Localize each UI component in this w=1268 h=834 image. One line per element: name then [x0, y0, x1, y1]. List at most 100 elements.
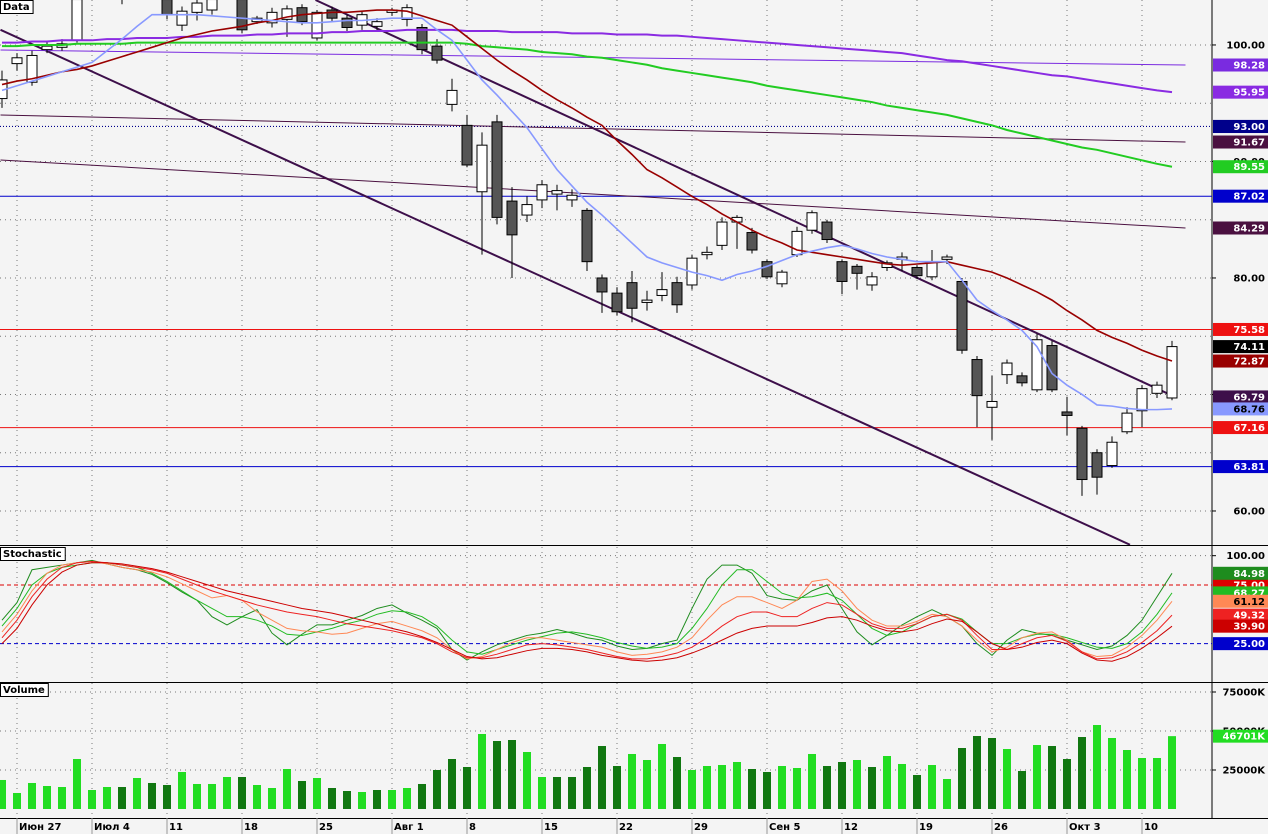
candle-body: [716, 221, 728, 246]
value-label-box: [1213, 135, 1268, 149]
volume-bar: [1108, 738, 1116, 809]
value-label-box: [1213, 189, 1268, 203]
value-label: 91.67: [1233, 138, 1265, 149]
volume-bar: [718, 765, 726, 809]
x-tick-label: 26: [994, 822, 1008, 833]
value-label-box: [1213, 322, 1268, 336]
candle-body: [806, 212, 818, 231]
value-label: 84.29: [1233, 223, 1265, 234]
value-label: 61.12: [1233, 597, 1265, 608]
value-label: 98.28: [1233, 61, 1265, 72]
volume-bar: [163, 785, 171, 809]
candle-body: [656, 289, 668, 296]
x-tick-label: 8: [469, 822, 476, 833]
candle-body: [206, 0, 218, 11]
value-label: 93.00: [1233, 122, 1265, 133]
candle-body: [71, 0, 83, 41]
candle-body: [941, 256, 953, 260]
volume-bar: [193, 783, 201, 809]
value-label: 87.02: [1233, 192, 1265, 203]
candle-body: [371, 21, 383, 27]
volume-bar: [853, 760, 861, 809]
value-label-box: [1213, 402, 1268, 416]
candle-body: [281, 8, 293, 20]
candle-body: [1061, 411, 1073, 416]
volume-bar: [28, 782, 36, 809]
x-tick-label: 10: [1144, 822, 1158, 833]
candle-body: [536, 184, 548, 201]
candle-body: [236, 0, 248, 31]
candle-body: [521, 204, 533, 216]
candle-body: [821, 221, 833, 241]
value-label: 39.90: [1233, 622, 1265, 633]
volume-bar: [283, 769, 291, 809]
volume-bar: [478, 733, 486, 809]
volume-bar: [1123, 750, 1131, 809]
volume-bar: [583, 767, 591, 809]
candle-body: [611, 292, 623, 313]
candle-body: [461, 124, 473, 166]
value-label: 84.98: [1233, 569, 1265, 580]
y-tick-label: 100.00: [1226, 40, 1265, 51]
candle-body: [761, 261, 773, 278]
candle-body: [1076, 427, 1088, 481]
volume-bar: [88, 789, 96, 809]
candle-body: [311, 11, 323, 39]
volume-bar: [1093, 725, 1101, 809]
candle-body: [1001, 362, 1013, 376]
volume-bar: [373, 789, 381, 809]
value-label: 68.76: [1233, 404, 1265, 415]
candle-body: [971, 359, 983, 397]
y-tick-label: 60.00: [1233, 506, 1265, 517]
candle-body: [431, 45, 443, 61]
volume-bar: [253, 785, 261, 809]
y-tick-label: 100.00: [1226, 551, 1265, 562]
candle-body: [326, 9, 338, 19]
volume-bar: [838, 761, 846, 809]
x-tick-label: Июн 27: [19, 822, 61, 833]
candle-body: [551, 190, 563, 195]
x-tick-label: 11: [169, 822, 183, 833]
candle-body: [986, 400, 998, 408]
candle-body: [851, 265, 863, 274]
volume-bar: [73, 759, 81, 809]
value-label-box: [1213, 390, 1268, 404]
candle-body: [1166, 346, 1178, 399]
candle-body: [1016, 375, 1028, 384]
x-tick-label: Авг 1: [394, 822, 424, 833]
volume-bar: [763, 771, 771, 809]
volume-bar: [538, 777, 546, 809]
volume-bar: [598, 746, 606, 809]
x-tick-label: 29: [694, 822, 708, 833]
volume-bar: [58, 787, 66, 809]
value-label-box: [1213, 160, 1268, 174]
volume-bar: [703, 766, 711, 809]
volume-bar: [913, 775, 921, 809]
series-line: [2, 28, 1173, 94]
candle-body: [1136, 388, 1148, 412]
panel-title: Volume: [3, 685, 45, 696]
x-tick-label: 25: [319, 822, 333, 833]
value-label: 49.32: [1233, 611, 1265, 622]
volume-bar: [43, 786, 51, 809]
volume-bar: [613, 766, 621, 809]
value-label-box: [1213, 594, 1268, 608]
volume-bar: [343, 790, 351, 809]
value-label-box: [1213, 421, 1268, 435]
volume-bar: [238, 777, 246, 809]
candle-body: [11, 57, 23, 65]
volume-bar: [1018, 770, 1026, 809]
candle-body: [566, 194, 578, 201]
volume-bar: [433, 769, 441, 809]
candle-body: [26, 54, 38, 83]
volume-bar: [523, 751, 531, 809]
value-label: 75.00: [1233, 581, 1265, 592]
volume-bar: [973, 736, 981, 809]
value-label: 46701K: [1222, 732, 1266, 743]
volume-bar: [328, 788, 336, 809]
candle-body: [1121, 412, 1133, 433]
plot-area: [0, 683, 1212, 818]
volume-bar: [0, 779, 6, 809]
volume-bar: [403, 788, 411, 809]
candle-body: [911, 266, 923, 277]
